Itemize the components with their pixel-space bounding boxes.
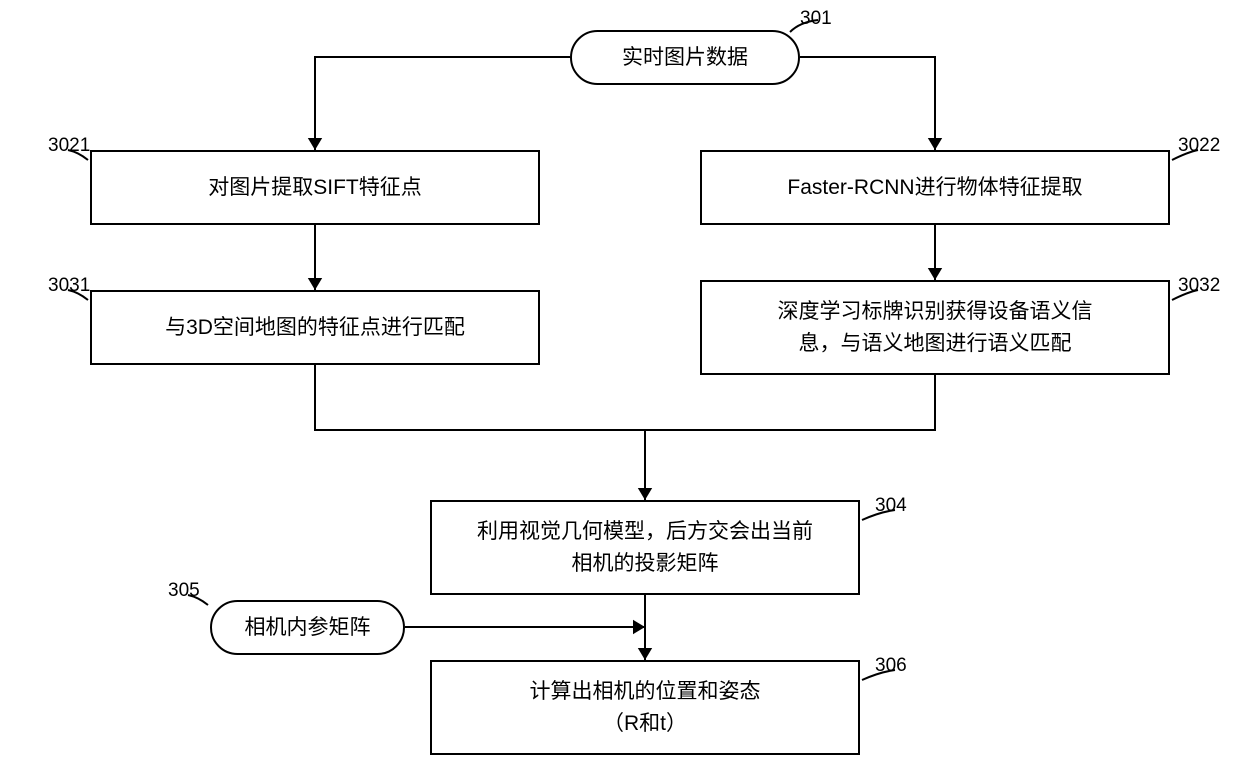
ref-label-3031: 3031 — [48, 275, 90, 297]
node-n3021: 对图片提取SIFT特征点 — [90, 150, 540, 225]
node-n306: 计算出相机的位置和姿态 （R和t） — [430, 660, 860, 755]
arrowhead-icon — [928, 268, 942, 280]
node-n305: 相机内参矩阵 — [210, 600, 405, 655]
arrow-layer — [0, 0, 1240, 773]
node-n301: 实时图片数据 — [570, 30, 800, 85]
edge — [800, 57, 935, 150]
ref-label-3021: 3021 — [48, 135, 90, 157]
ref-label-305: 305 — [168, 580, 200, 602]
node-text: 相机内参矩阵 — [245, 612, 371, 644]
node-n304: 利用视觉几何模型，后方交会出当前 相机的投影矩阵 — [430, 500, 860, 595]
node-text: Faster-RCNN进行物体特征提取 — [787, 172, 1082, 204]
node-text: 利用视觉几何模型，后方交会出当前 相机的投影矩阵 — [477, 516, 813, 579]
node-text: 深度学习标牌识别获得设备语义信 息，与语义地图进行语义匹配 — [778, 296, 1093, 359]
ref-label-3032: 3032 — [1178, 275, 1220, 297]
arrowhead-icon — [638, 488, 652, 500]
ref-label-301: 301 — [800, 8, 832, 30]
ref-label-306: 306 — [875, 655, 907, 677]
node-text: 对图片提取SIFT特征点 — [208, 172, 422, 204]
node-text: 与3D空间地图的特征点进行匹配 — [165, 312, 465, 344]
node-n3031: 与3D空间地图的特征点进行匹配 — [90, 290, 540, 365]
arrowhead-icon — [308, 138, 322, 150]
node-n3022: Faster-RCNN进行物体特征提取 — [700, 150, 1170, 225]
arrowhead-icon — [928, 138, 942, 150]
arrowhead-icon — [633, 620, 645, 634]
arrowhead-icon — [638, 648, 652, 660]
flowchart-canvas: 实时图片数据对图片提取SIFT特征点 Faster-RCNN进行物体特征提取与3D… — [0, 0, 1240, 773]
edge — [315, 365, 935, 500]
ref-label-3022: 3022 — [1178, 135, 1220, 157]
arrowhead-icon — [308, 278, 322, 290]
node-text: 实时图片数据 — [622, 42, 748, 74]
edge — [315, 57, 570, 150]
node-n3032: 深度学习标牌识别获得设备语义信 息，与语义地图进行语义匹配 — [700, 280, 1170, 375]
ref-label-304: 304 — [875, 495, 907, 517]
node-text: 计算出相机的位置和姿态 （R和t） — [530, 676, 761, 739]
